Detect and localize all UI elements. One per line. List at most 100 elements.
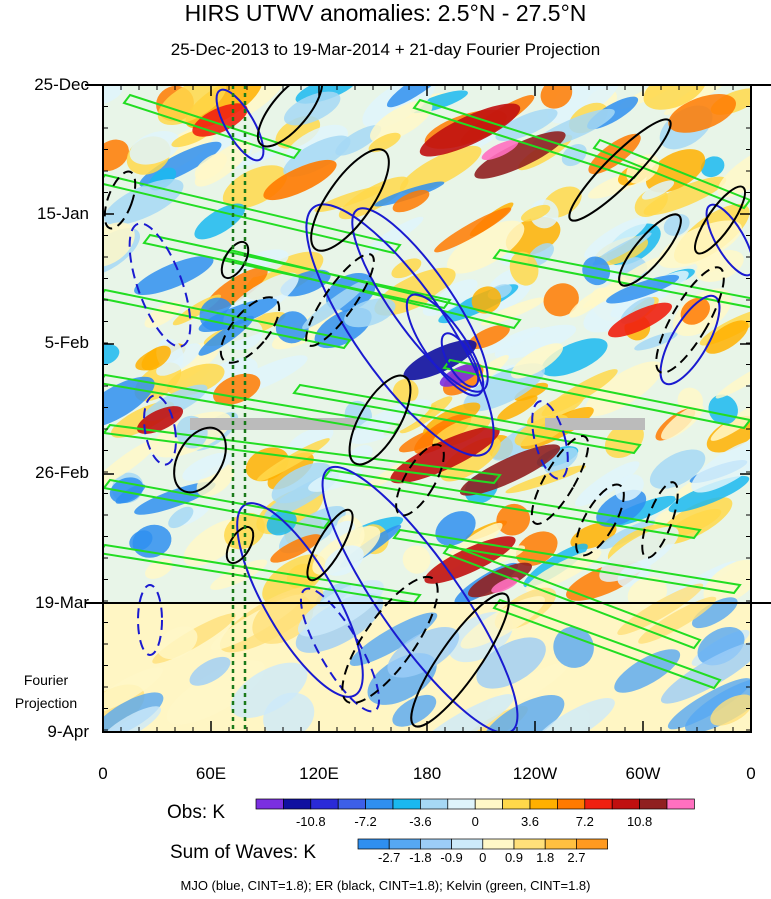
projection-patch (532, 698, 615, 732)
anomaly-patch (194, 140, 252, 187)
projection-patch (157, 626, 198, 660)
anomaly-patch (283, 135, 351, 177)
y-tick-label: 5-Feb (44, 333, 89, 352)
anomaly-patch (471, 286, 502, 314)
anomaly-patch (349, 399, 432, 444)
anomaly-patch (480, 297, 546, 326)
mjo-contour (440, 332, 480, 388)
waves-colorbar-box (513, 838, 546, 850)
anomaly-patch (434, 207, 512, 253)
obs-colorbar-tick: -3.6 (409, 814, 431, 829)
anomaly-patch (157, 85, 227, 125)
projection-patch (710, 694, 751, 726)
anomaly-patch (649, 449, 706, 489)
x-tick-label: 60W (625, 764, 661, 783)
anomaly-patch (574, 461, 640, 507)
x-tick-label: 120E (299, 764, 339, 783)
y-tick-label: 26-Feb (35, 463, 89, 482)
projection-patch (414, 694, 515, 732)
kelvin-contour (103, 173, 402, 255)
waves-colorbar-tick: -1.8 (409, 850, 431, 865)
anomaly-patch (103, 139, 129, 172)
mjo-contour (305, 203, 495, 457)
projection-patch (387, 626, 460, 678)
mjo-contour (531, 400, 569, 480)
anomaly-core (419, 103, 521, 157)
plot-area (103, 85, 751, 732)
mjo-contour (215, 88, 265, 162)
y-tick-label: 15-Jan (37, 204, 89, 223)
anomaly-patch (392, 378, 419, 405)
fourier-label: Fourier (23, 672, 69, 688)
anomaly-patch (182, 452, 232, 482)
projection-patch (553, 626, 594, 668)
anomaly-patch (510, 343, 564, 379)
anomaly-patch (680, 297, 710, 325)
anomaly-patch (198, 315, 254, 356)
anomaly-patch (708, 394, 738, 425)
x-tick-label: 120W (512, 764, 558, 783)
anomaly-patch (541, 369, 618, 417)
missing-data-strip (190, 418, 356, 430)
anomaly-core (491, 577, 519, 593)
anomaly-core (481, 139, 519, 161)
kelvin-contour (122, 93, 302, 160)
anomaly-core (390, 426, 500, 484)
obs-colorbar-tick: 7.2 (576, 814, 594, 829)
er-contour (618, 213, 682, 287)
kelvin-contour (592, 138, 751, 210)
er-contour (256, 85, 324, 148)
er-contour (530, 435, 590, 525)
anomaly-patch (691, 438, 751, 493)
anomaly-patch (392, 189, 430, 213)
anomaly-patch (271, 462, 332, 504)
anomaly-patch (494, 324, 577, 360)
anomaly-patch (541, 338, 608, 377)
projection-patch (252, 594, 314, 644)
er-contour (395, 443, 445, 517)
waves-colorbar-tick: 0.9 (505, 850, 523, 865)
obs-colorbar-tick: 10.8 (627, 814, 652, 829)
anomaly-patch (495, 108, 558, 142)
chart-title: HIRS UTWV anomalies: 2.5°N - 27.5°N (184, 0, 587, 26)
anomaly-patch (661, 404, 704, 440)
er-contour (694, 185, 746, 255)
projection-patch (617, 583, 704, 636)
anomaly-patch (606, 274, 680, 304)
projection-patch (638, 596, 717, 644)
x-tick-label: 0 (746, 764, 756, 783)
anomaly-patch (391, 258, 422, 279)
anomaly-patch (599, 526, 679, 582)
projection-patch (349, 612, 438, 666)
obs-colorbar-box (502, 798, 531, 810)
projection-patch (103, 692, 164, 732)
kelvin-contour (103, 423, 502, 485)
kelvin-contour (292, 383, 642, 455)
kelvin-contour (103, 478, 332, 530)
anomaly-patch (584, 361, 663, 417)
anomaly-patch (592, 232, 652, 266)
anomaly-patch (715, 359, 751, 399)
er-contour (655, 266, 725, 374)
anomaly-patch (132, 524, 172, 558)
waves-colorbar-box (482, 838, 515, 850)
obs-colorbar-tick: 0 (472, 814, 479, 829)
anomaly-patch (256, 438, 330, 482)
waves-colorbar-box (576, 838, 608, 850)
anomaly-patch (402, 545, 431, 574)
anomaly-patch (668, 508, 722, 537)
anomaly-patch (700, 156, 725, 178)
projection-patch (481, 695, 565, 732)
obs-colorbar-box (584, 798, 613, 810)
obs-colorbar-box (474, 798, 503, 810)
anomaly-patch (509, 251, 539, 286)
anomaly-patch (168, 506, 194, 529)
y-tick-label: 25-Dec (34, 75, 89, 94)
y-tick-label: 19-Mar (35, 593, 89, 612)
er-contour (410, 592, 510, 728)
anomaly-core (467, 562, 533, 598)
waves-colorbar-tick: 1.8 (536, 850, 554, 865)
anomaly-patch (129, 131, 181, 165)
anomaly-patch (134, 255, 214, 296)
